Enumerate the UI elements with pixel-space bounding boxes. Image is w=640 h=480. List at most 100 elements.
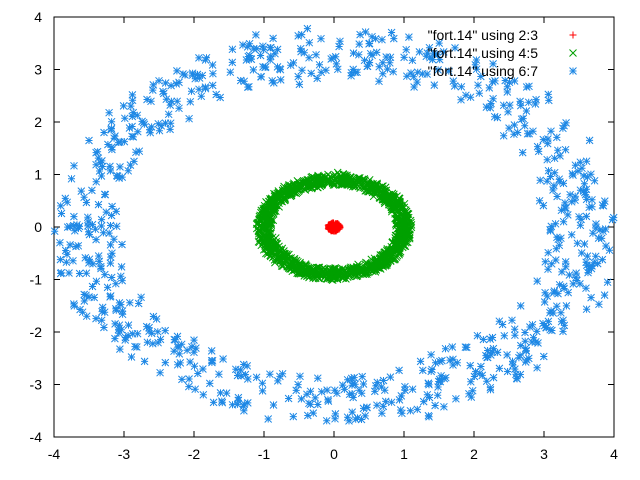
data-point (448, 343, 457, 351)
data-point (208, 61, 217, 69)
data-point (521, 328, 529, 337)
x-tick-label: -2 (188, 446, 201, 462)
data-point (357, 415, 366, 424)
data-point (146, 128, 155, 137)
data-point (336, 172, 344, 181)
data-point (559, 217, 568, 226)
data-point (112, 207, 121, 216)
data-point (381, 397, 390, 406)
data-point (434, 383, 442, 391)
data-point (294, 380, 302, 389)
data-point (154, 119, 163, 128)
data-point (106, 241, 115, 249)
data-point (155, 76, 163, 85)
data-point (271, 258, 279, 267)
data-point (567, 230, 576, 239)
data-point (147, 123, 156, 131)
data-point (312, 50, 320, 59)
data-point (563, 211, 572, 219)
data-point (215, 370, 223, 379)
data-point (520, 121, 529, 130)
data-point (472, 65, 481, 74)
data-point (344, 176, 353, 185)
data-point (94, 200, 103, 209)
data-point (274, 188, 283, 197)
data-point (444, 67, 453, 75)
data-point (90, 293, 99, 302)
data-point (82, 198, 91, 207)
data-point (266, 56, 275, 64)
data-point (483, 346, 492, 355)
data-point (173, 332, 182, 341)
data-point (102, 208, 111, 216)
data-point (111, 334, 119, 343)
data-point (294, 269, 303, 278)
data-point (582, 185, 591, 194)
data-point (510, 77, 519, 85)
data-point (126, 161, 135, 169)
data-point (297, 185, 305, 193)
legend-marker (569, 49, 577, 57)
data-point (577, 249, 586, 257)
data-point (511, 365, 519, 373)
data-point (550, 154, 559, 163)
data-point (389, 192, 398, 201)
data-point (172, 80, 181, 88)
data-point (579, 172, 588, 180)
data-point (112, 306, 121, 315)
data-point (348, 389, 356, 398)
data-point (252, 31, 260, 39)
data-point (94, 154, 103, 162)
data-point (239, 402, 248, 410)
data-point (358, 372, 367, 381)
data-point (363, 403, 371, 412)
data-point (508, 316, 516, 325)
data-point (333, 389, 341, 398)
data-point (389, 34, 398, 43)
data-point (559, 124, 567, 133)
data-point (543, 177, 551, 186)
data-point (384, 255, 393, 263)
data-point (467, 393, 476, 401)
data-point (495, 317, 504, 326)
data-point (582, 305, 591, 314)
data-point (517, 115, 526, 124)
data-point (387, 398, 396, 407)
data-point (137, 293, 145, 302)
data-point (528, 338, 536, 346)
data-point (176, 359, 185, 367)
data-point (521, 358, 530, 366)
y-tick-label: 3 (34, 62, 42, 78)
data-point (190, 362, 199, 371)
data-point (140, 120, 149, 129)
data-point (413, 405, 422, 414)
data-point (307, 69, 316, 78)
data-point (495, 364, 504, 373)
data-point (298, 66, 306, 75)
data-point (608, 215, 617, 224)
data-point (96, 158, 105, 167)
x-tick-label: -3 (118, 446, 131, 462)
data-point (396, 247, 405, 256)
series-2 (252, 168, 416, 284)
data-point (542, 323, 550, 332)
data-point (557, 234, 565, 243)
data-point (135, 147, 144, 156)
data-point (118, 240, 126, 249)
data-point (305, 399, 313, 408)
data-point (368, 32, 376, 41)
data-point (124, 166, 133, 175)
data-point (558, 268, 566, 276)
data-point (400, 229, 408, 238)
data-point (582, 195, 591, 204)
data-point (531, 100, 540, 108)
data-point (57, 209, 66, 218)
data-point (544, 265, 552, 274)
data-point (167, 81, 175, 90)
data-point (391, 198, 400, 206)
data-point (192, 344, 200, 352)
data-point (85, 136, 93, 145)
data-point (269, 401, 278, 409)
data-point (544, 96, 553, 105)
data-point (72, 242, 80, 251)
